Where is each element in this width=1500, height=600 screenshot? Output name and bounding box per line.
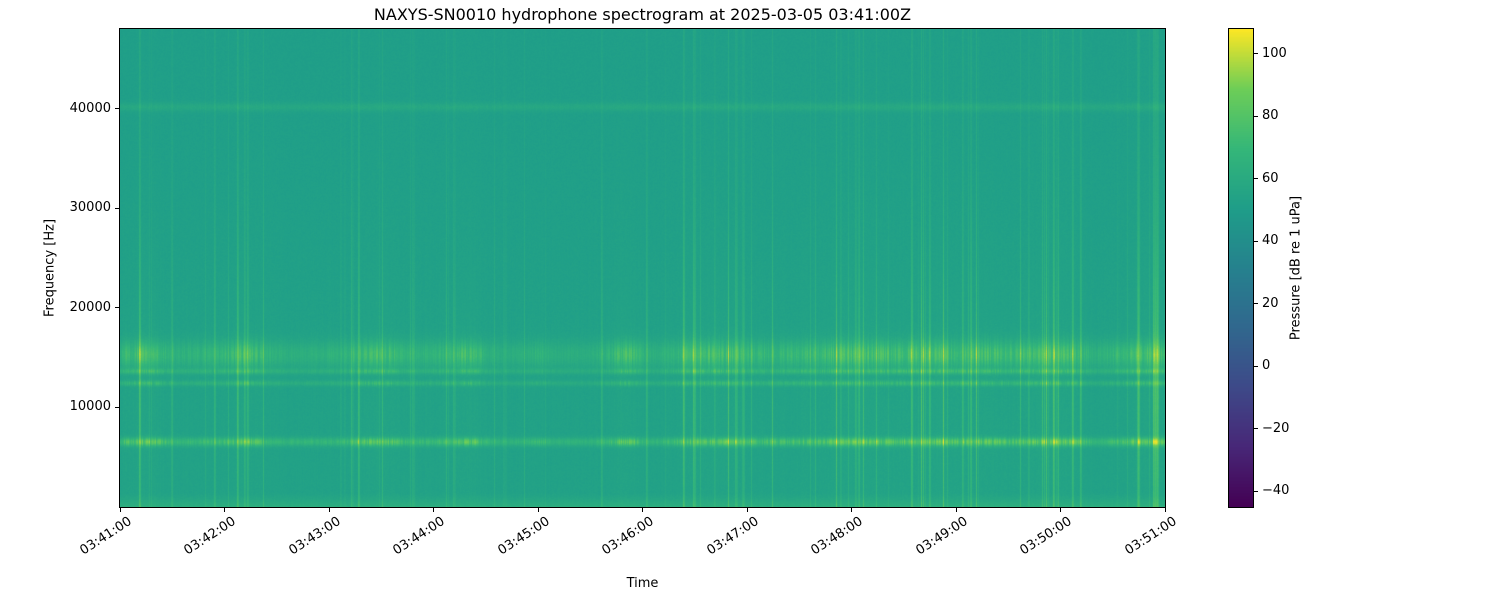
x-tick-mark xyxy=(328,508,330,512)
y-tick-mark xyxy=(115,207,119,209)
y-tick-label: 40000 xyxy=(69,100,111,116)
colorbar-tick-mark xyxy=(1254,178,1258,180)
y-tick-label: 30000 xyxy=(69,200,111,216)
colorbar-tick-label: 80 xyxy=(1262,108,1279,124)
x-tick-label: 03:41:00 xyxy=(77,514,135,559)
colorbar-tick-label: 20 xyxy=(1262,295,1279,311)
colorbar-tick-label: 100 xyxy=(1262,45,1287,61)
x-tick-label: 03:43:00 xyxy=(286,514,344,559)
spectrogram-canvas xyxy=(120,29,1165,507)
colorbar-label: Pressure [dB re 1 uPa] xyxy=(1288,195,1304,341)
x-tick-label: 03:42:00 xyxy=(181,514,239,559)
y-tick-label: 10000 xyxy=(69,399,111,415)
colorbar-tick-label: 60 xyxy=(1262,170,1279,186)
x-tick-mark xyxy=(955,508,957,512)
colorbar-tick-label: −20 xyxy=(1262,420,1290,436)
x-tick-mark xyxy=(119,508,121,512)
x-tick-label: 03:51:00 xyxy=(1122,514,1180,559)
x-tick-label: 03:50:00 xyxy=(1017,514,1075,559)
y-tick-mark xyxy=(115,108,119,110)
x-tick-mark xyxy=(537,508,539,512)
colorbar-tick-mark xyxy=(1254,303,1258,305)
y-tick-mark xyxy=(115,406,119,408)
colorbar-tick-label: −40 xyxy=(1262,483,1290,499)
colorbar xyxy=(1228,28,1254,508)
chart-title: NAXYS-SN0010 hydrophone spectrogram at 2… xyxy=(373,5,912,24)
x-tick-label: 03:47:00 xyxy=(704,514,762,559)
x-tick-label: 03:48:00 xyxy=(808,514,866,559)
x-tick-label: 03:46:00 xyxy=(599,514,657,559)
colorbar-tick-label: 40 xyxy=(1262,233,1279,249)
x-tick-label: 03:45:00 xyxy=(495,514,553,559)
x-tick-label: 03:44:00 xyxy=(390,514,448,559)
x-tick-mark xyxy=(642,508,643,512)
colorbar-tick-mark xyxy=(1254,53,1258,55)
x-tick-mark xyxy=(851,508,852,512)
x-axis-label: Time xyxy=(626,576,659,591)
x-tick-mark xyxy=(433,508,434,512)
y-tick-mark xyxy=(115,307,119,309)
colorbar-canvas xyxy=(1229,29,1253,507)
x-tick-mark xyxy=(224,508,225,512)
colorbar-tick-label: 0 xyxy=(1262,358,1271,374)
colorbar-tick-mark xyxy=(1254,115,1258,117)
plot-area xyxy=(119,28,1166,508)
x-tick-mark xyxy=(746,508,748,512)
x-tick-label: 03:49:00 xyxy=(913,514,971,559)
colorbar-tick-mark xyxy=(1254,240,1258,242)
y-tick-label: 20000 xyxy=(69,299,111,315)
colorbar-tick-mark xyxy=(1254,490,1258,492)
x-tick-mark xyxy=(1164,508,1166,512)
colorbar-tick-mark xyxy=(1254,428,1258,430)
colorbar-tick-mark xyxy=(1254,365,1258,367)
x-tick-mark xyxy=(1060,508,1061,512)
